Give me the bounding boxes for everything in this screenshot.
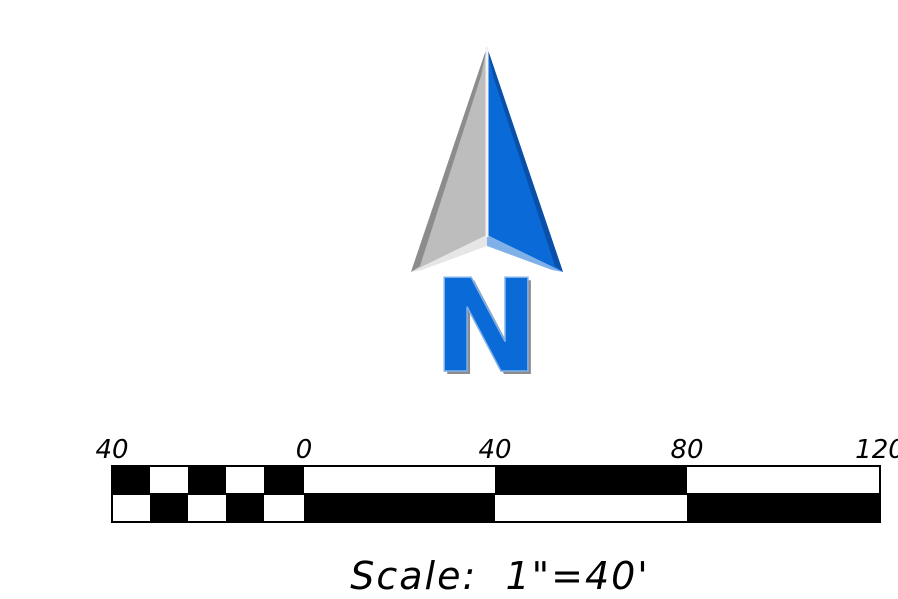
scale-segment-bottom-6	[304, 494, 495, 522]
scale-segment-bottom-8	[687, 494, 880, 522]
tick-label-0: 0	[296, 435, 313, 465]
tick-label-80: 80	[670, 435, 703, 465]
scale-segment-bottom-1	[112, 494, 150, 522]
scale-segment-top-7	[495, 466, 687, 494]
tick-label-40: 40	[478, 435, 511, 465]
north-letter: N	[432, 253, 539, 402]
north-arrow-left-base-highlight	[411, 235, 487, 272]
scale-caption: Scale: 1"=40'	[350, 554, 650, 598]
scale-segment-bottom-5	[264, 494, 304, 522]
scale-segment-top-1	[112, 466, 150, 494]
scale-segment-bottom-3	[188, 494, 226, 522]
north-arrow-right-edge	[487, 47, 563, 272]
scale-segment-top-3	[188, 466, 226, 494]
scale-segment-bottom-2	[150, 494, 188, 522]
tick-label-120: 120	[855, 435, 898, 465]
north-letter-shadow: N	[435, 256, 542, 405]
scale-bar: 40 0 40 80 120 Scale: 1"=40'	[95, 435, 898, 598]
scale-segment-bottom-4	[226, 494, 264, 522]
scale-segment-bottom-7	[495, 494, 687, 522]
north-arrow: N N	[411, 47, 563, 405]
north-arrow-left-edge	[411, 47, 487, 272]
scale-segment-top-4	[226, 466, 264, 494]
scale-segment-top-5	[264, 466, 304, 494]
scale-segment-top-2	[150, 466, 188, 494]
scale-segment-top-6	[304, 466, 495, 494]
north-arrow-right-base-highlight	[487, 235, 563, 272]
tick-label-40-left: 40	[95, 435, 128, 465]
scale-segment-top-8	[687, 466, 880, 494]
